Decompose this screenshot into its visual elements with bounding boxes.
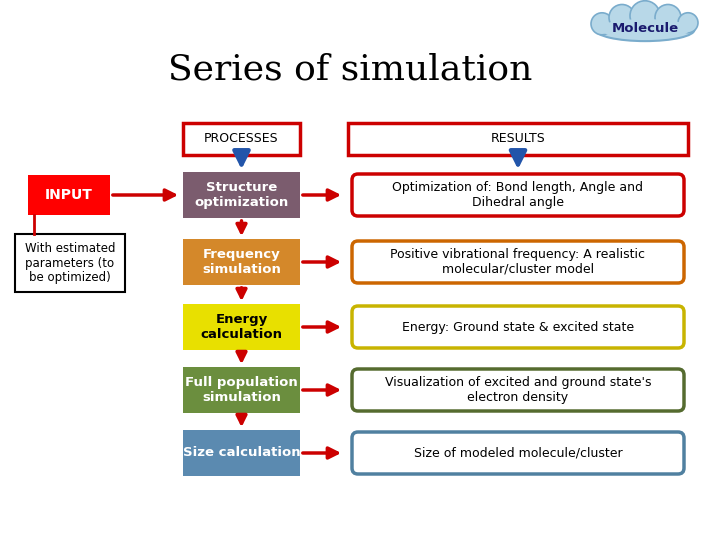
Circle shape — [609, 4, 635, 30]
FancyBboxPatch shape — [352, 306, 684, 348]
Text: Energy: Ground state & excited state: Energy: Ground state & excited state — [402, 321, 634, 334]
Text: INPUT: INPUT — [45, 188, 93, 202]
Bar — [348, 123, 688, 155]
Text: Size calculation: Size calculation — [183, 447, 300, 460]
Circle shape — [591, 13, 613, 35]
Text: With estimated
parameters (to
be optimized): With estimated parameters (to be optimiz… — [24, 241, 115, 285]
Ellipse shape — [598, 19, 692, 38]
Text: Positive vibrational frequency: A realistic
molecular/cluster model: Positive vibrational frequency: A realis… — [390, 248, 646, 276]
Circle shape — [678, 13, 698, 33]
FancyBboxPatch shape — [352, 174, 684, 216]
FancyBboxPatch shape — [352, 241, 684, 283]
Text: Size of modeled molecule/cluster: Size of modeled molecule/cluster — [414, 447, 622, 460]
Bar — [183, 304, 300, 350]
FancyBboxPatch shape — [352, 432, 684, 474]
Text: Full population
simulation: Full population simulation — [185, 376, 298, 404]
Text: Series of simulation: Series of simulation — [168, 53, 532, 87]
Bar — [183, 172, 300, 218]
Text: RESULTS: RESULTS — [490, 132, 545, 145]
FancyBboxPatch shape — [352, 369, 684, 411]
Text: Visualization of excited and ground state's
electron density: Visualization of excited and ground stat… — [384, 376, 652, 404]
Ellipse shape — [595, 18, 695, 41]
Bar — [183, 430, 300, 476]
Circle shape — [655, 4, 681, 30]
Bar — [183, 239, 300, 285]
Bar — [183, 367, 300, 413]
Text: Optimization of: Bond length, Angle and
Dihedral angle: Optimization of: Bond length, Angle and … — [392, 181, 644, 209]
Text: Molecule: Molecule — [611, 22, 678, 35]
Bar — [15, 234, 125, 292]
Text: Energy
calculation: Energy calculation — [200, 313, 282, 341]
Text: Structure
optimization: Structure optimization — [194, 181, 289, 209]
Text: PROCESSES: PROCESSES — [204, 132, 279, 145]
Circle shape — [630, 1, 660, 31]
Bar — [183, 123, 300, 155]
Bar — [28, 175, 110, 215]
Text: Frequency
simulation: Frequency simulation — [202, 248, 281, 276]
